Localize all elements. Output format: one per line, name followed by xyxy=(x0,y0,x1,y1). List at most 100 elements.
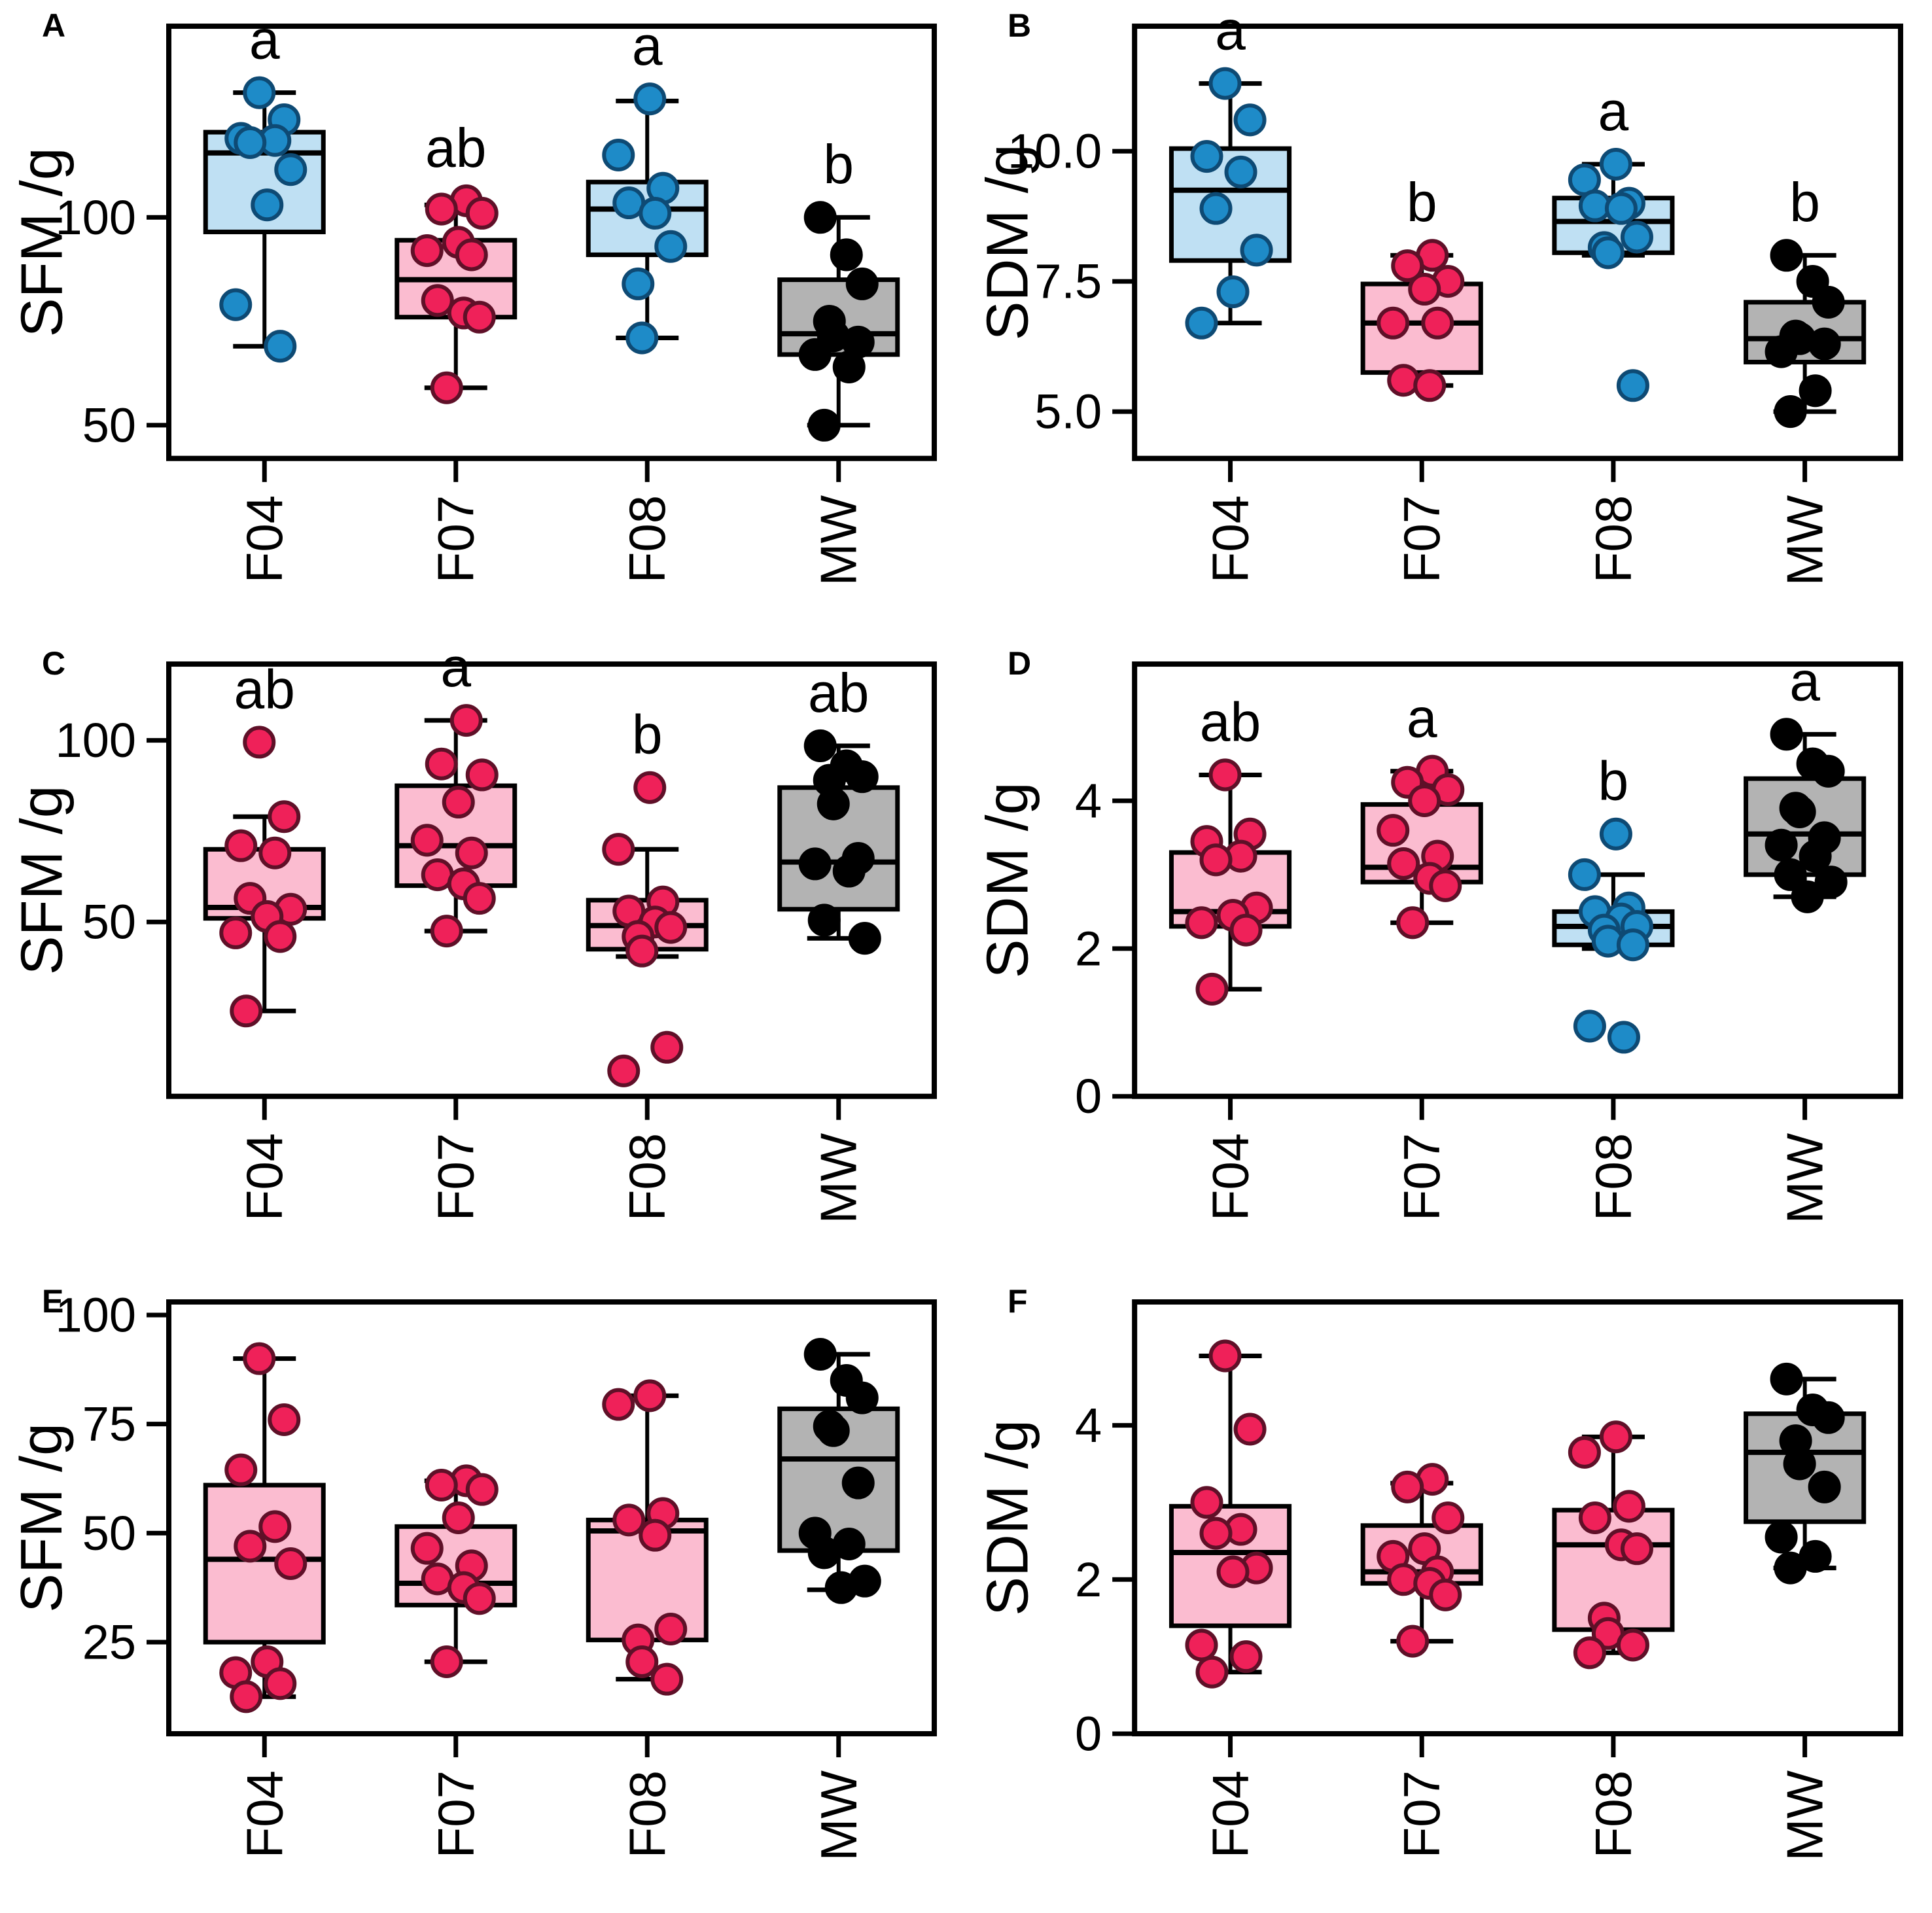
box-group-f04: F04 a xyxy=(203,9,326,584)
data-point xyxy=(1377,306,1410,340)
data-point xyxy=(1208,758,1242,792)
data-point xyxy=(230,1680,263,1713)
data-point xyxy=(1808,327,1841,360)
box-group-mw: MW a xyxy=(1744,650,1867,1223)
data-point xyxy=(224,1453,258,1486)
data-point xyxy=(1620,1532,1653,1566)
data-point xyxy=(1224,155,1257,188)
box-group-mw: MW ab xyxy=(777,662,900,1224)
data-point xyxy=(1568,858,1601,891)
data-point xyxy=(1413,369,1447,402)
data-point xyxy=(807,904,841,937)
data-point xyxy=(654,1613,688,1645)
data-point xyxy=(465,1473,499,1506)
y-tick-label: 4 xyxy=(1075,773,1102,828)
data-point xyxy=(243,76,276,109)
data-point xyxy=(268,800,301,834)
boxplot-chart-f: 0 2 4 SDM /g F04 F07 F08 MW xyxy=(975,1299,1903,1861)
data-point xyxy=(1391,1470,1424,1503)
data-point xyxy=(1208,1339,1242,1373)
data-point xyxy=(654,911,688,944)
data-point xyxy=(230,994,263,1028)
data-point xyxy=(1808,1470,1841,1503)
data-point xyxy=(803,201,837,234)
data-point xyxy=(1765,828,1798,862)
data-point xyxy=(455,238,488,272)
data-point xyxy=(1429,869,1462,902)
y-tick-label: 100 xyxy=(56,190,136,245)
data-point xyxy=(1599,1420,1632,1454)
x-tick-label: F08 xyxy=(1585,495,1642,584)
y-axis-label: SDM /g xyxy=(975,1420,1041,1616)
data-point xyxy=(1421,306,1454,340)
data-point xyxy=(243,1342,276,1375)
panel-c: 50 100 SFM /g F04 ab F07 a F08 b MW ab C xyxy=(0,638,966,1276)
box-group-f08: F08 b xyxy=(586,704,709,1221)
x-tick-label: MW xyxy=(1776,1770,1834,1861)
y-tick-label: 25 xyxy=(82,1615,136,1670)
data-point xyxy=(1377,814,1410,847)
y-axis-label: SDM /g xyxy=(975,782,1041,978)
data-point xyxy=(1774,1551,1807,1585)
data-point xyxy=(1765,1520,1798,1554)
data-point xyxy=(1408,784,1441,817)
significance-letter: a xyxy=(249,9,280,71)
data-point xyxy=(1229,1640,1263,1674)
x-tick-label: F08 xyxy=(1585,1133,1642,1221)
x-tick-label: F04 xyxy=(236,1133,293,1221)
data-point xyxy=(1573,1009,1606,1043)
data-point xyxy=(848,922,881,955)
data-point xyxy=(1791,880,1824,913)
data-point xyxy=(425,192,458,226)
data-point xyxy=(1812,285,1845,319)
data-point xyxy=(650,1030,684,1064)
plot-frame xyxy=(166,24,937,461)
data-point xyxy=(264,1667,297,1700)
data-point xyxy=(251,188,284,222)
x-tick-label: F07 xyxy=(427,1133,485,1221)
y-tick-label: 2 xyxy=(1075,1553,1102,1607)
data-point xyxy=(1591,236,1625,270)
data-point xyxy=(824,1571,858,1604)
data-point xyxy=(449,704,483,737)
x-tick-label: F04 xyxy=(236,495,293,584)
y-tick-label: 0 xyxy=(1075,1707,1102,1761)
data-point xyxy=(1240,234,1273,267)
significance-letter: b xyxy=(1598,750,1629,812)
x-tick-label: F08 xyxy=(618,1770,676,1858)
data-point xyxy=(1233,103,1267,137)
data-point xyxy=(1199,1517,1233,1550)
data-point xyxy=(463,882,496,915)
x-tick-label: MW xyxy=(810,1770,868,1861)
data-point xyxy=(463,300,496,334)
data-point xyxy=(1620,220,1653,254)
data-point xyxy=(425,747,458,781)
data-point xyxy=(455,836,488,869)
panel-letter-d: D xyxy=(1008,645,1032,682)
panel-letter-e: E xyxy=(42,1283,64,1320)
y-axis-label: SFM /g xyxy=(9,1423,75,1613)
significance-letter: b xyxy=(632,704,663,765)
data-point xyxy=(243,726,276,759)
data-point xyxy=(268,1403,301,1436)
data-point xyxy=(442,785,475,819)
significance-letter: ab xyxy=(1200,691,1261,752)
data-point xyxy=(1185,306,1218,340)
data-point xyxy=(1199,843,1233,877)
box-group-mw: MW b xyxy=(777,133,900,586)
x-tick-label: F07 xyxy=(427,495,485,584)
y-tick-label: 0 xyxy=(1075,1069,1102,1123)
significance-letter: a xyxy=(1407,688,1437,749)
significance-letter: ab xyxy=(425,117,486,179)
y-tick-label: 5.0 xyxy=(1034,385,1102,439)
box-group-f07: F07 xyxy=(1360,1463,1483,1858)
data-point xyxy=(845,267,879,300)
data-point xyxy=(1799,374,1832,408)
data-point xyxy=(1396,1624,1430,1658)
x-tick-label: MW xyxy=(1776,495,1834,586)
data-point xyxy=(654,230,688,263)
y-axis-label: SFM /g xyxy=(9,147,75,337)
data-point xyxy=(1612,1490,1645,1523)
data-point xyxy=(1770,239,1803,272)
data-point xyxy=(1765,335,1798,368)
